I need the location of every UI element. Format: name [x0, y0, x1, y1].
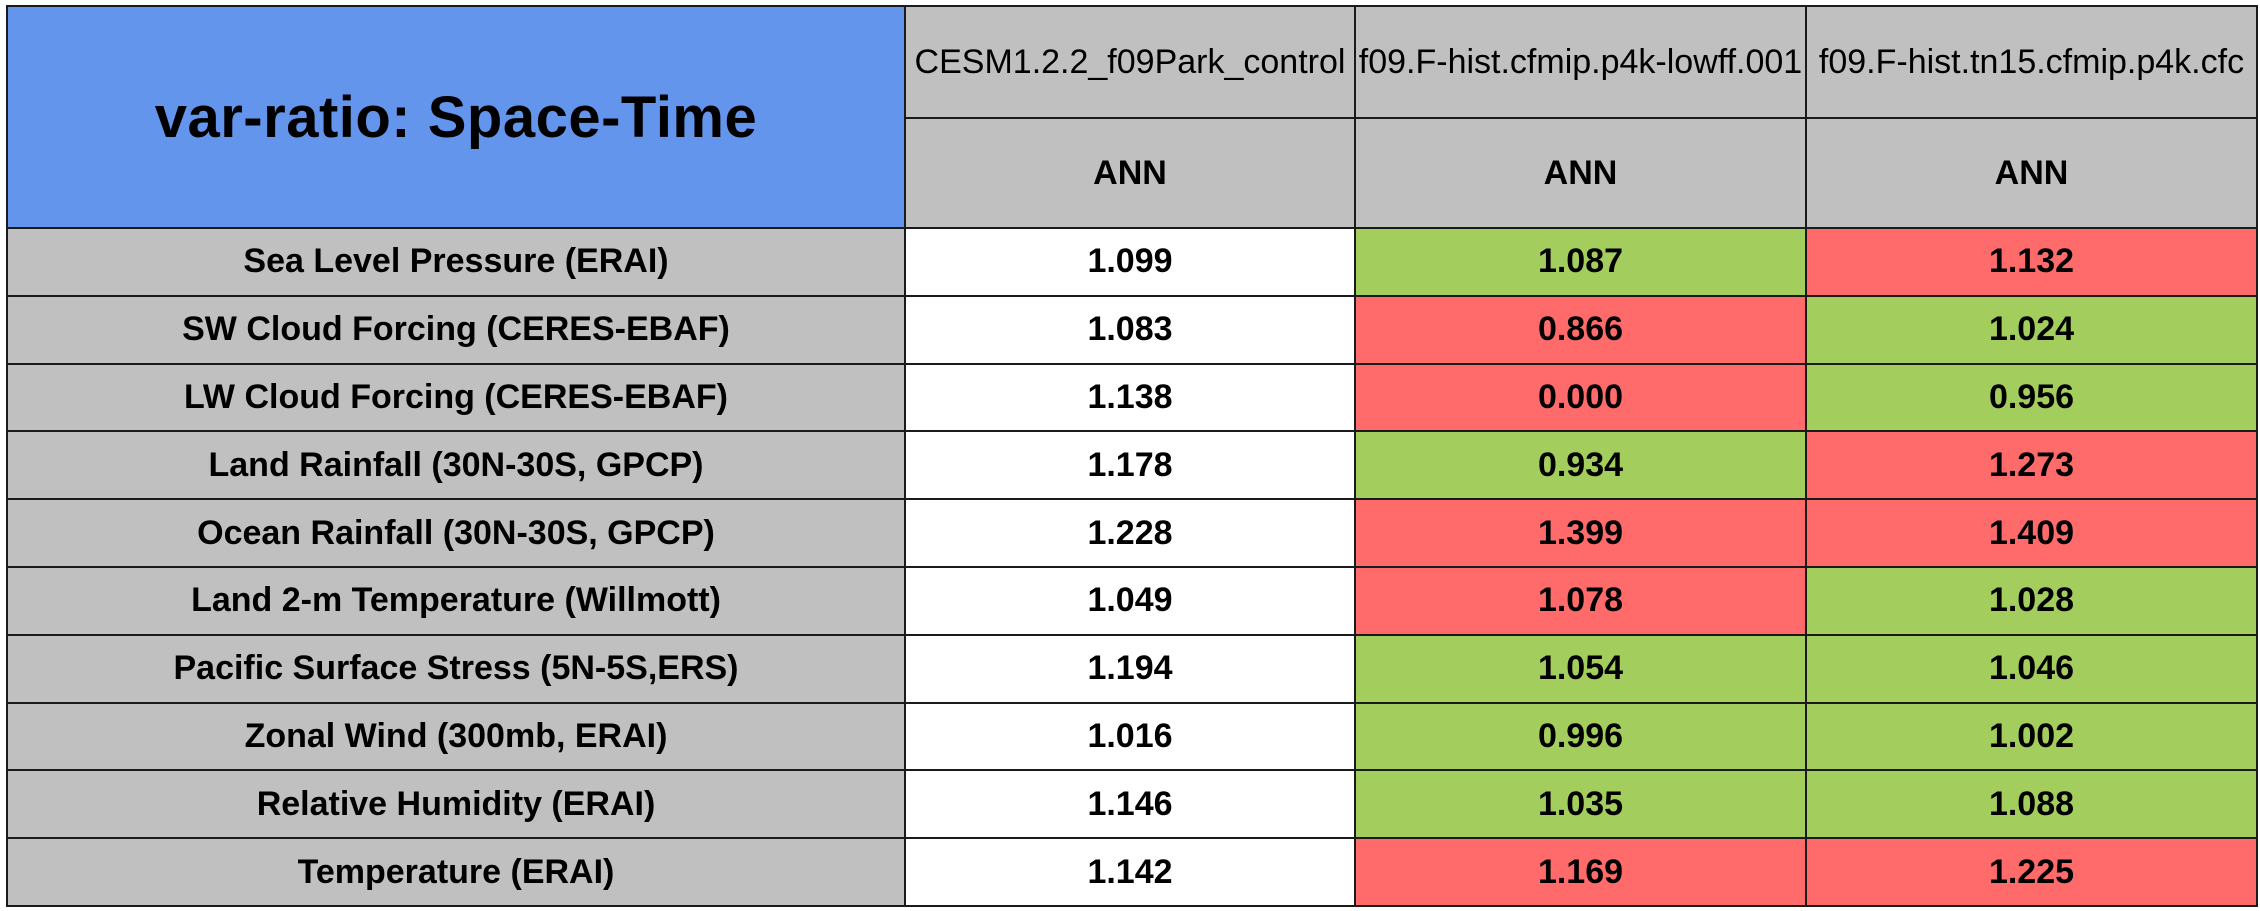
- table-row: Relative Humidity (ERAI) 1.146 1.035 1.088: [6, 769, 2258, 840]
- value-cell: 1.002: [1805, 701, 2258, 772]
- model-header-3: f09.F-hist.tn15.cfmip.p4k.cfc: [1805, 5, 2258, 119]
- value-cell: 1.142: [904, 837, 1356, 907]
- table-row: Sea Level Pressure (ERAI) 1.099 1.087 1.132: [6, 227, 2258, 297]
- table-row: LW Cloud Forcing (CERES-EBAF) 1.138 0.000 0…: [6, 362, 2258, 433]
- row-label: Pacific Surface Stress (5N-5S,ERS): [6, 633, 906, 704]
- value-cell: 1.099: [904, 227, 1356, 297]
- row-label: Temperature (ERAI): [6, 837, 906, 907]
- value-cell: 0.996: [1354, 701, 1807, 772]
- value-cell: 1.146: [904, 769, 1356, 840]
- table-row: Ocean Rainfall (30N-30S, GPCP) 1.228 1.399…: [6, 498, 2258, 568]
- model-name-1: CESM1.2.2_f09Park_control: [914, 42, 1346, 81]
- value-cell: 1.228: [904, 498, 1356, 568]
- row-label: Land Rainfall (30N-30S, GPCP): [6, 430, 906, 501]
- value-cell: 1.028: [1805, 565, 2258, 636]
- value-cell: 1.049: [904, 565, 1356, 636]
- value-cell: 1.087: [1354, 227, 1807, 297]
- table-row: SW Cloud Forcing (CERES-EBAF) 1.083 0.866 1…: [6, 294, 2258, 365]
- table-title: var-ratio: Space-Time: [6, 5, 906, 229]
- row-label: LW Cloud Forcing (CERES-EBAF): [6, 362, 906, 433]
- row-label: Relative Humidity (ERAI): [6, 769, 906, 840]
- row-label: Sea Level Pressure (ERAI): [6, 227, 906, 297]
- value-cell: 1.409: [1805, 498, 2258, 568]
- value-cell: 1.016: [904, 701, 1356, 772]
- season-header-row: ANN ANN ANN: [7, 117, 2258, 229]
- season-label-1: ANN: [904, 117, 1356, 229]
- value-cell: 1.078: [1354, 565, 1807, 636]
- value-cell: 1.178: [904, 430, 1356, 501]
- value-cell: 1.024: [1805, 294, 2258, 365]
- value-cell: 1.132: [1805, 227, 2258, 297]
- table-row: Temperature (ERAI) 1.142 1.169 1.225: [6, 837, 2258, 907]
- metrics-table-body: var-ratio: Space-Time CESM1.2.2_f09Park_…: [6, 5, 2258, 907]
- value-cell: 1.225: [1805, 837, 2258, 907]
- model-name-2: f09.F-hist.cfmip.p4k-lowff.001: [1358, 42, 1803, 81]
- model-header-row: var-ratio: Space-Time CESM1.2.2_f09Park_…: [6, 5, 2258, 229]
- value-cell: 0.934: [1354, 430, 1807, 501]
- metrics-table: var-ratio: Space-Time CESM1.2.2_f09Park_…: [6, 5, 2258, 907]
- value-cell: 0.000: [1354, 362, 1807, 433]
- value-cell: 1.399: [1354, 498, 1807, 568]
- season-label-3: ANN: [1805, 117, 2258, 229]
- row-label: Zonal Wind (300mb, ERAI): [6, 701, 906, 772]
- model-name-3: f09.F-hist.tn15.cfmip.p4k.cfc: [1818, 42, 2245, 81]
- value-cell: 1.035: [1354, 769, 1807, 840]
- value-cell: 0.956: [1805, 362, 2258, 433]
- row-label: SW Cloud Forcing (CERES-EBAF): [6, 294, 906, 365]
- value-cell: 0.866: [1354, 294, 1807, 365]
- season-label-2: ANN: [1354, 117, 1807, 229]
- value-cell: 1.054: [1354, 633, 1807, 704]
- value-cell: 1.273: [1805, 430, 2258, 501]
- value-cell: 1.083: [904, 294, 1356, 365]
- table-row: Land Rainfall (30N-30S, GPCP) 1.178 0.934 1…: [6, 430, 2258, 501]
- model-header-2: f09.F-hist.cfmip.p4k-lowff.001: [1354, 5, 1807, 119]
- value-cell: 1.088: [1805, 769, 2258, 840]
- value-cell: 1.169: [1354, 837, 1807, 907]
- row-label: Land 2-m Temperature (Willmott): [6, 565, 906, 636]
- model-header-1: CESM1.2.2_f09Park_control: [904, 5, 1356, 119]
- table-row: Pacific Surface Stress (5N-5S,ERS) 1.194 1…: [6, 633, 2258, 704]
- value-cell: 1.194: [904, 633, 1356, 704]
- row-label: Ocean Rainfall (30N-30S, GPCP): [6, 498, 906, 568]
- value-cell: 1.138: [904, 362, 1356, 433]
- table-row: Land 2-m Temperature (Willmott) 1.049 1.07…: [6, 565, 2258, 636]
- table-row: Zonal Wind (300mb, ERAI) 1.016 0.996 1.002: [6, 701, 2258, 772]
- value-cell: 1.046: [1805, 633, 2258, 704]
